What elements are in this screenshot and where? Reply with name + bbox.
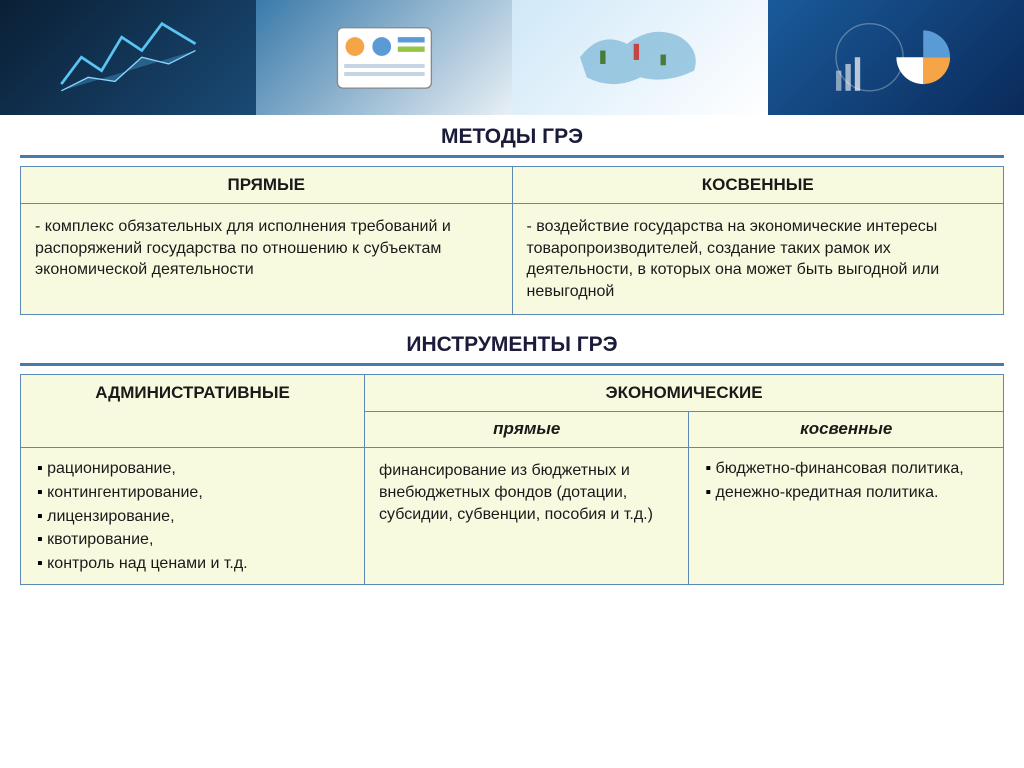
instruments-indirect-cell: бюджетно-финансовая политика, денежно-кр…	[689, 448, 1004, 585]
instruments-admin-header: АДМИНИСТРАТИВНЫЕ	[21, 375, 365, 448]
methods-title: МЕТОДЫ ГРЭ	[0, 115, 1024, 155]
list-item: рационирование,	[37, 458, 352, 480]
instruments-direct-cell: финансирование из бюджетных и внебюджетн…	[365, 448, 689, 585]
instruments-sub-direct: прямые	[365, 412, 689, 448]
banner-pie-panel	[768, 0, 1024, 115]
header-banner	[0, 0, 1024, 115]
banner-map-panel	[512, 0, 768, 115]
methods-indirect-text: - воздействие государства на экономическ…	[525, 212, 992, 306]
list-item: лицензирование,	[37, 506, 352, 528]
indirect-list: бюджетно-финансовая политика, денежно-кр…	[701, 458, 991, 503]
admin-list: рационирование, контингентирование, лице…	[33, 458, 352, 574]
instruments-sub-indirect: косвенные	[689, 412, 1004, 448]
divider	[20, 155, 1004, 158]
list-item: денежно-кредитная политика.	[705, 482, 991, 504]
banner-chart-panel	[0, 0, 256, 115]
instruments-admin-cell: рационирование, контингентирование, лице…	[21, 448, 365, 585]
instruments-econ-header: ЭКОНОМИЧЕСКИЕ	[365, 375, 1004, 412]
methods-col2-header: КОСВЕННЫЕ	[512, 167, 1004, 204]
methods-col1-header: ПРЯМЫЕ	[21, 167, 513, 204]
divider	[20, 363, 1004, 366]
methods-direct-cell: - комплекс обязательных для исполнения т…	[21, 204, 513, 315]
methods-indirect-cell: - воздействие государства на экономическ…	[512, 204, 1004, 315]
banner-tablet-panel	[256, 0, 512, 115]
methods-direct-text: - комплекс обязательных для исполнения т…	[33, 212, 500, 285]
list-item: контингентирование,	[37, 482, 352, 504]
instruments-title: ИНСТРУМЕНТЫ ГРЭ	[0, 315, 1024, 363]
list-item: квотирование,	[37, 529, 352, 551]
instruments-table: АДМИНИСТРАТИВНЫЕ ЭКОНОМИЧЕСКИЕ прямые ко…	[20, 374, 1004, 585]
list-item: бюджетно-финансовая политика,	[705, 458, 991, 480]
methods-table: ПРЯМЫЕ КОСВЕННЫЕ - комплекс обязательных…	[20, 166, 1004, 315]
list-item: контроль над ценами и т.д.	[37, 553, 352, 575]
instruments-direct-text: финансирование из бюджетных и внебюджетн…	[377, 456, 676, 529]
